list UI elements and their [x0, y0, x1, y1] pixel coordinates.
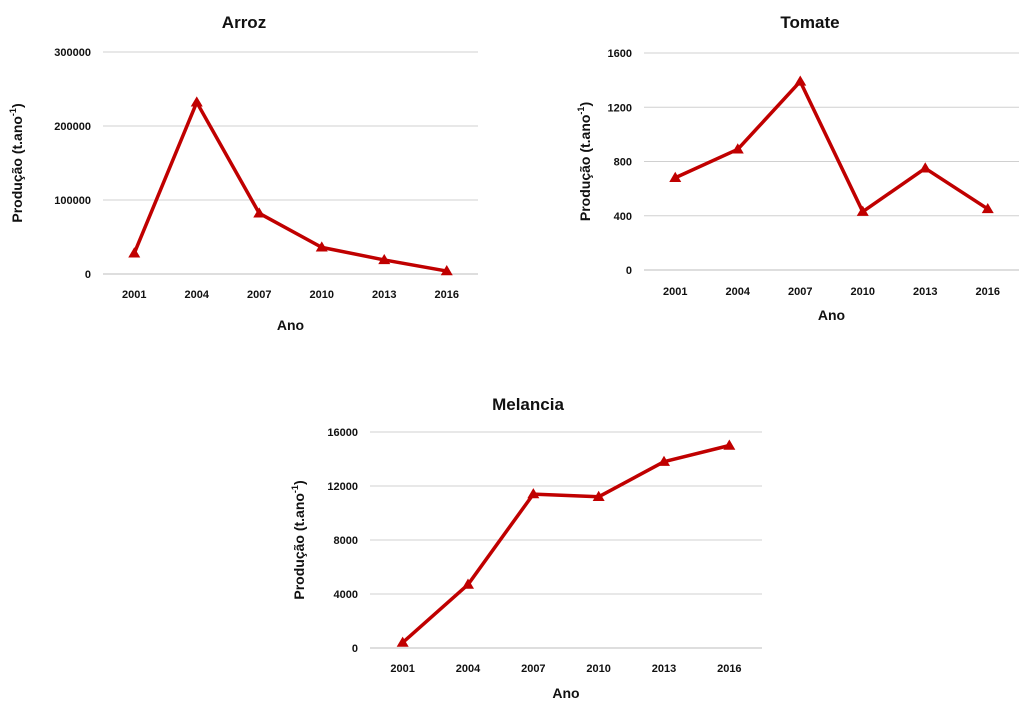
- chart-title: Melancia: [492, 395, 564, 414]
- data-point-marker: [794, 75, 807, 86]
- y-tick-label: 100000: [54, 195, 91, 207]
- y-tick-label: 0: [626, 265, 632, 277]
- y-tick-label: 4000: [334, 589, 358, 601]
- y-axis-label-superscript: -1: [290, 485, 300, 493]
- y-axis-label-close: ): [9, 103, 25, 108]
- x-tick-label: 2010: [851, 286, 875, 298]
- x-tick-label: 2016: [976, 286, 1000, 298]
- x-axis-label: Ano: [818, 307, 845, 323]
- data-point-marker: [396, 636, 409, 647]
- y-tick-label: 1200: [608, 102, 632, 114]
- data-point-marker: [253, 207, 266, 218]
- y-axis-label-close: ): [577, 102, 593, 107]
- y-tick-label: 8000: [334, 535, 358, 547]
- series-line: [674, 79, 989, 214]
- y-tick-label: 16000: [327, 427, 358, 439]
- y-tick-label: 0: [352, 643, 358, 655]
- x-tick-label: 2016: [717, 663, 741, 675]
- data-point-marker: [527, 488, 540, 499]
- x-tick-label: 2013: [372, 289, 396, 301]
- x-tick-label: 2007: [247, 289, 271, 301]
- chart-arroz: Arroz 0 100000 200000 300000 2001 2004 2007 2010…: [0, 0, 500, 345]
- y-axis-label-superscript: -1: [576, 107, 586, 115]
- x-tick-label: 2007: [788, 286, 812, 298]
- data-point-marker: [378, 253, 391, 265]
- y-axis-label: Produção (t.ano-1): [290, 480, 307, 599]
- y-axis-label-text: Produção (t.ano: [9, 116, 25, 223]
- data-point-marker: [658, 455, 670, 466]
- x-tick-label: 2010: [586, 663, 610, 675]
- data-point-marker: [981, 202, 994, 214]
- x-tick-label: 2004: [456, 663, 481, 675]
- x-tick-label: 2010: [310, 289, 334, 301]
- x-tick-label: 2004: [726, 286, 751, 298]
- x-axis-label: Ano: [552, 685, 579, 701]
- data-point-marker: [669, 171, 682, 182]
- data-point-marker: [440, 265, 453, 276]
- y-tick-label: 800: [614, 157, 632, 169]
- data-point-marker: [856, 205, 869, 216]
- x-tick-label: 2013: [913, 286, 937, 298]
- chart-svg: Arroz 0 100000 200000 300000 2001 2004 2007 2010…: [8, 13, 478, 333]
- x-tick-label: 2001: [663, 286, 687, 298]
- y-axis-label: Produção (t.ano-1): [576, 102, 593, 221]
- chart-title: Tomate: [780, 13, 839, 32]
- x-tick-label: 2001: [390, 663, 414, 675]
- x-tick-label: 2016: [435, 289, 459, 301]
- y-axis-label: Produção (t.ano-1): [8, 103, 25, 222]
- x-tick-label: 2007: [521, 663, 545, 675]
- y-axis-label-close: ): [291, 480, 307, 485]
- y-tick-label: 300000: [54, 47, 91, 59]
- chart-title: Arroz: [222, 13, 266, 32]
- y-tick-label: 12000: [327, 481, 358, 493]
- y-axis-label-text: Produção (t.ano: [291, 493, 307, 600]
- chart-svg: Tomate 0 400 800 1200 1600 2001 2004 2007 2010 201…: [576, 13, 1019, 323]
- data-point-marker: [462, 578, 474, 589]
- series-line: [401, 443, 730, 644]
- chart-tomate: Tomate 0 400 800 1200 1600 2001 2004 2007 2010 201…: [515, 0, 1019, 345]
- y-tick-label: 1600: [608, 48, 632, 60]
- data-point-marker: [592, 490, 605, 501]
- data-point-marker: [315, 241, 328, 252]
- chart-melancia: Melancia 0 4000 8000 12000 16000 2001 2004 2007 2…: [270, 380, 770, 702]
- x-tick-label: 2004: [185, 289, 210, 301]
- data-point-marker: [723, 439, 736, 450]
- x-tick-label: 2001: [122, 289, 146, 301]
- data-point-marker: [919, 162, 932, 173]
- y-tick-label: 0: [85, 269, 91, 281]
- series-line: [132, 100, 448, 273]
- data-point-marker: [128, 247, 141, 258]
- y-axis-label-text: Produção (t.ano: [577, 115, 593, 222]
- data-point-marker: [731, 143, 744, 154]
- x-tick-label: 2013: [652, 663, 676, 675]
- y-axis-label-superscript: -1: [8, 108, 18, 116]
- y-tick-label: 200000: [54, 121, 91, 133]
- data-point-marker: [190, 96, 203, 107]
- chart-svg: Melancia 0 4000 8000 12000 16000 2001 2004 2007 2…: [290, 395, 762, 701]
- y-tick-label: 400: [614, 211, 632, 223]
- x-axis-label: Ano: [277, 317, 304, 333]
